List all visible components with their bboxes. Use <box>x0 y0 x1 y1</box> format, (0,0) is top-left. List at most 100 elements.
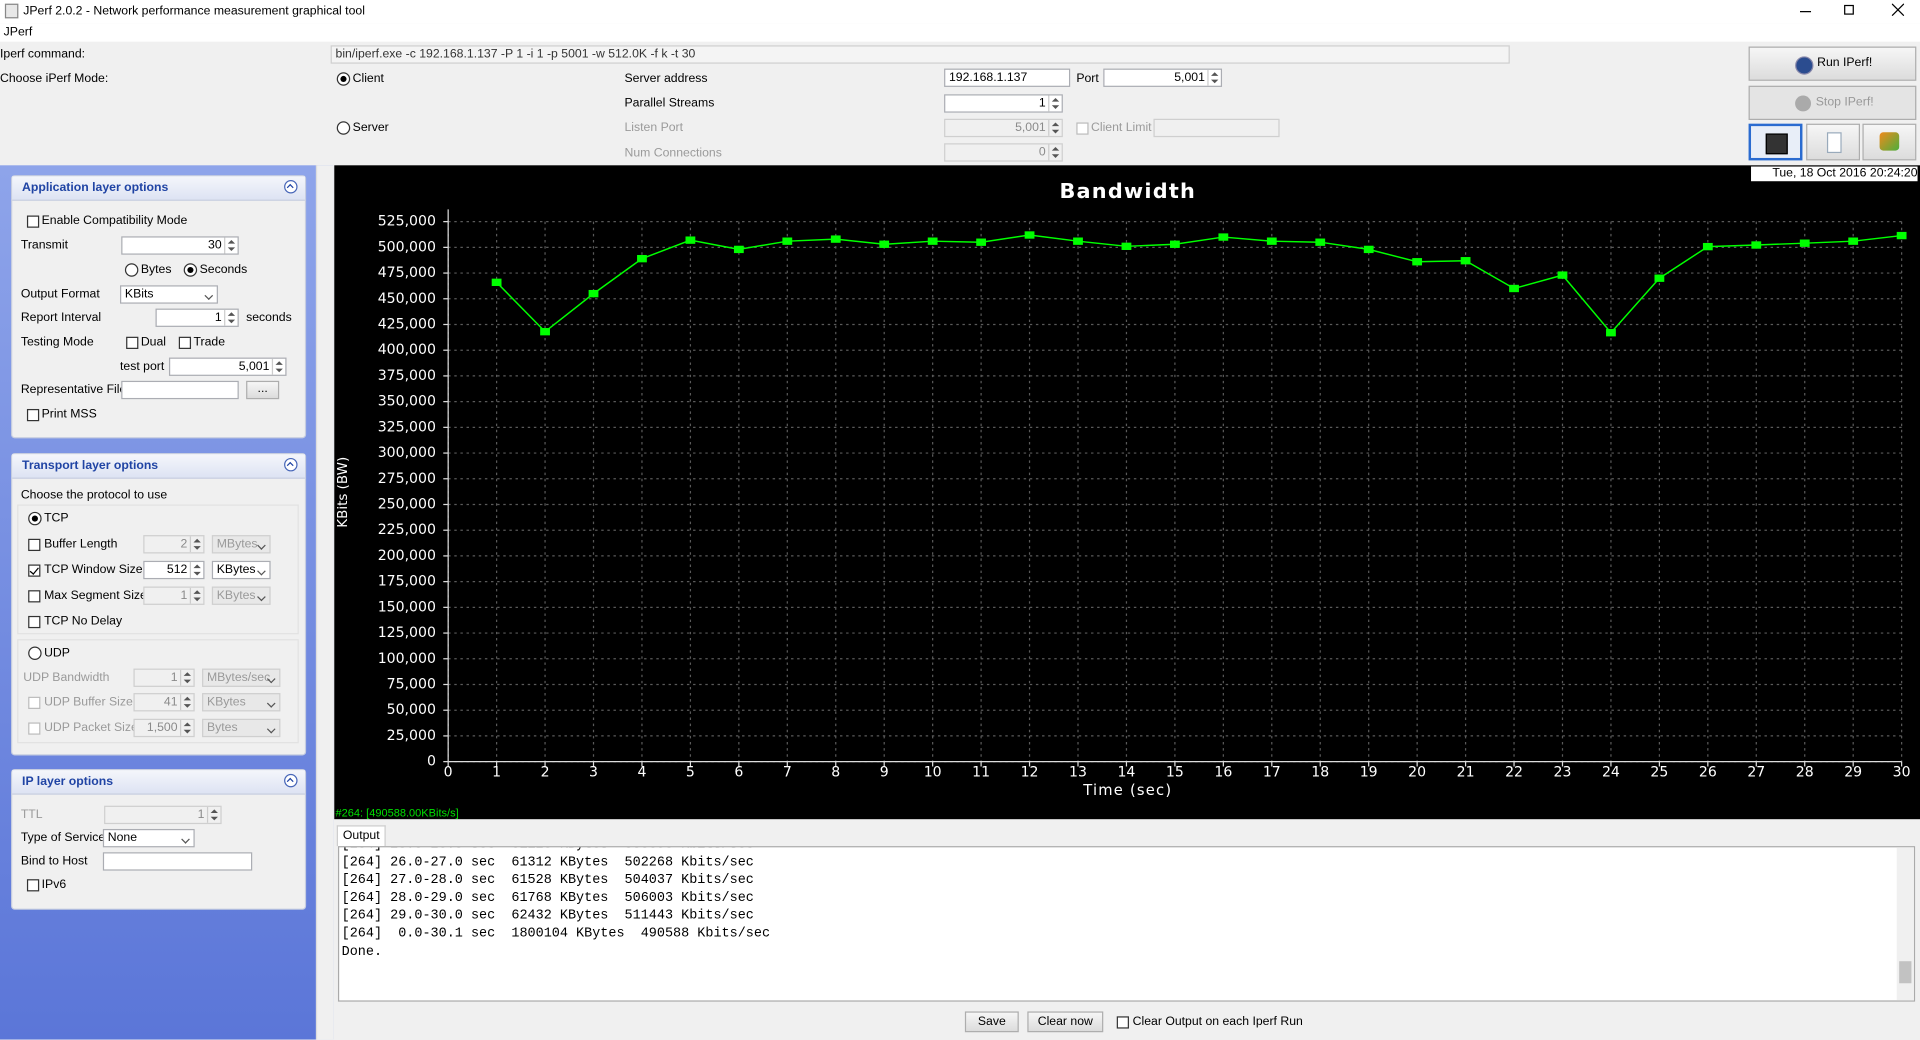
load-config-button[interactable] <box>1806 123 1861 161</box>
transmit-field[interactable]: 30 <box>121 236 239 255</box>
test-port-field[interactable]: 5,001 <box>168 357 287 376</box>
spinner[interactable] <box>1048 95 1061 112</box>
sidebar-scrollbar[interactable] <box>315 165 334 1040</box>
output-line: [264] 25.0-26.0 sec 61120 KBytes 500695 … <box>339 847 1914 854</box>
ipv6-checkbox[interactable] <box>26 879 40 892</box>
collapse-button[interactable] <box>284 457 298 472</box>
buffer-length-field: 2 <box>143 535 205 554</box>
spinner[interactable] <box>271 358 285 375</box>
browse-button[interactable]: ... <box>246 380 280 400</box>
tos-combo[interactable]: None <box>102 828 195 848</box>
run-button[interactable]: Run IPerf! <box>1748 46 1917 81</box>
udp-buffer-field: 41 <box>133 693 195 712</box>
output-format-combo[interactable]: KBits <box>120 285 218 304</box>
x-tick-label: 1 <box>492 765 501 781</box>
y-tick-label: 500,000 <box>378 239 436 255</box>
print-mss-checkbox[interactable] <box>26 408 40 422</box>
save-button[interactable]: Save <box>964 1011 1019 1033</box>
udp-group <box>17 639 299 744</box>
tcp-no-delay-label: TCP No Delay <box>44 614 123 629</box>
tcp-label: TCP <box>44 511 69 526</box>
udp-bandwidth-field: 1 <box>133 668 195 687</box>
x-tick-label: 7 <box>783 765 792 781</box>
trade-checkbox[interactable] <box>178 336 192 349</box>
report-interval-field[interactable]: 1 <box>155 308 239 327</box>
tcp-window-field[interactable]: 512 <box>143 560 205 580</box>
close-button[interactable] <box>1891 3 1905 16</box>
scroll-thumb[interactable] <box>1899 961 1912 984</box>
bind-host-field[interactable] <box>102 852 253 871</box>
tcp-radio[interactable] <box>28 511 42 526</box>
max-segment-checkbox[interactable] <box>28 590 41 603</box>
data-point <box>927 237 938 245</box>
tos-label: Type of Service <box>20 831 106 845</box>
spinner[interactable] <box>189 562 203 578</box>
output-line: [264] 26.0-27.0 sec 61312 KBytes 502268 … <box>341 855 754 871</box>
x-axis-label: Time (sec) <box>1082 782 1172 799</box>
collapse-button[interactable] <box>284 180 298 194</box>
save-config-button[interactable] <box>1748 123 1803 161</box>
y-tick-label: 350,000 <box>378 394 436 410</box>
status-label: #264: [490588.00KBits/s] <box>335 806 459 820</box>
server-address-field[interactable]: 192.168.1.137 <box>944 68 1071 87</box>
x-tick-label: 20 <box>1408 765 1426 781</box>
buffer-length-label: Buffer Length <box>44 537 118 552</box>
data-point <box>1702 242 1713 251</box>
udp-buffer-unit: KBytes <box>202 693 281 712</box>
tcp-window-label: TCP Window Size <box>44 563 143 577</box>
mode-label: Choose iPerf Mode: <box>0 72 109 86</box>
tcp-window-checkbox[interactable] <box>28 564 41 577</box>
minimize-button[interactable] <box>1800 11 1812 13</box>
panel-header: Application layer options <box>12 176 305 201</box>
transmit-label: Transmit <box>20 238 68 253</box>
output-tab[interactable]: Output <box>336 825 386 847</box>
spinner[interactable] <box>224 309 237 326</box>
tcp-no-delay-checkbox[interactable] <box>28 615 41 629</box>
y-tick-label: 375,000 <box>378 368 436 384</box>
representative-file-field[interactable] <box>121 380 239 400</box>
udp-packet-checkbox <box>28 722 41 735</box>
compatibility-checkbox[interactable] <box>26 215 40 228</box>
port-field[interactable]: 5,001 <box>1103 68 1223 87</box>
udp-radio[interactable] <box>28 646 42 661</box>
max-segment-value: 1 <box>180 588 188 603</box>
num-connections-value: 0 <box>1038 145 1046 160</box>
server-radio[interactable] <box>336 121 351 135</box>
timestamp: Tue, 18 Oct 2016 20:24:20 <box>1751 166 1918 182</box>
num-connections-label: Num Connections <box>624 146 722 161</box>
data-point <box>1751 241 1762 249</box>
udp-bandwidth-value: 1 <box>170 671 178 685</box>
client-radio[interactable] <box>336 72 351 86</box>
x-tick-label: 29 <box>1844 765 1862 781</box>
seconds-radio[interactable] <box>183 263 198 277</box>
spinner[interactable] <box>1207 69 1220 86</box>
x-tick-label: 23 <box>1554 765 1572 781</box>
y-tick-label: 75,000 <box>387 676 436 692</box>
parallel-streams-field[interactable]: 1 <box>944 94 1063 113</box>
data-point <box>637 254 647 263</box>
x-tick-label: 5 <box>686 765 695 781</box>
clear-each-checkbox[interactable] <box>1116 1016 1129 1029</box>
output-scrollbar[interactable] <box>1896 847 1914 1001</box>
refresh-button[interactable] <box>1862 123 1917 161</box>
spinner <box>180 694 193 711</box>
x-tick-label: 24 <box>1602 765 1620 781</box>
num-connections-field: 0 <box>944 143 1063 162</box>
clear-each-label: Clear Output on each Iperf Run <box>1132 1015 1303 1029</box>
dual-checkbox[interactable] <box>126 336 139 349</box>
x-tick-label: 25 <box>1650 765 1668 781</box>
x-tick-label: 17 <box>1263 765 1281 781</box>
data-point <box>1363 245 1374 254</box>
maximize-button[interactable] <box>1844 4 1854 15</box>
clear-button[interactable]: Clear now <box>1027 1011 1104 1033</box>
spinner[interactable] <box>224 237 237 254</box>
y-tick-label: 25,000 <box>387 728 436 744</box>
collapse-button[interactable] <box>284 773 298 788</box>
bytes-radio[interactable] <box>124 263 139 277</box>
data-point <box>1509 284 1519 293</box>
buffer-length-checkbox[interactable] <box>28 538 41 552</box>
data-point <box>588 289 599 298</box>
menu-item[interactable]: JPerf <box>3 25 33 40</box>
command-field[interactable]: bin/iperf.exe -c 192.168.1.137 -P 1 -i 1… <box>330 45 1510 64</box>
tcp-window-unit[interactable]: KBytes <box>211 560 271 580</box>
